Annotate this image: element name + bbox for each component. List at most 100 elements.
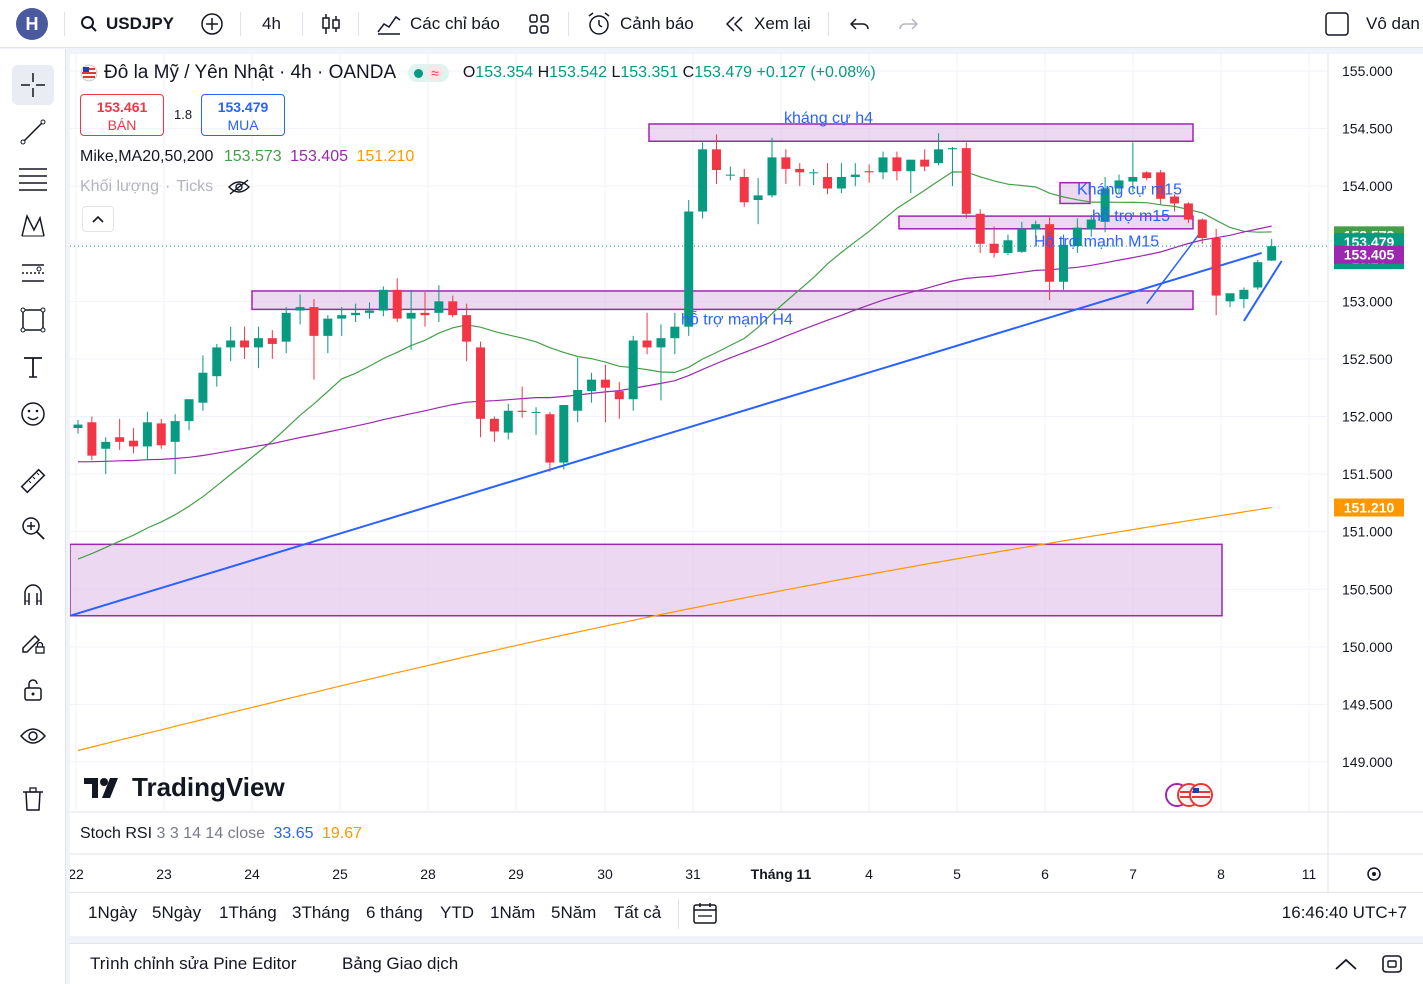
candle[interactable] (1017, 221, 1027, 253)
candle[interactable] (1225, 293, 1235, 308)
price-chart[interactable]: kháng cự h4 hỗ trợ mạnh H4 Kháng cự m15 hỗ … (70, 54, 1423, 936)
candle[interactable] (1211, 228, 1221, 316)
text-tool[interactable] (12, 347, 54, 387)
candle[interactable] (656, 324, 666, 401)
magnet-tool[interactable] (12, 575, 54, 615)
layouts-button[interactable] (528, 0, 550, 48)
undo-button[interactable] (848, 0, 872, 48)
candle[interactable] (267, 330, 277, 359)
candle[interactable] (850, 163, 860, 187)
hide-drawings-tool[interactable] (12, 716, 54, 756)
candle[interactable] (947, 147, 957, 187)
candle[interactable] (628, 335, 638, 411)
candle[interactable] (1086, 214, 1096, 237)
buy-button[interactable]: 153.479 MUA (201, 94, 285, 136)
candle[interactable] (517, 386, 527, 418)
trend-line[interactable] (70, 252, 1262, 617)
candle[interactable] (934, 133, 944, 166)
candle[interactable] (129, 428, 139, 454)
candle[interactable] (73, 419, 83, 434)
candle[interactable] (364, 302, 374, 319)
zoom-tool[interactable] (12, 508, 54, 548)
crosshair-tool[interactable] (12, 65, 54, 105)
candle[interactable] (448, 295, 458, 318)
candle[interactable] (753, 178, 763, 225)
fib-tool[interactable] (12, 159, 54, 199)
range-button[interactable]: 6 tháng (366, 903, 423, 922)
compare-button[interactable] (200, 0, 224, 48)
candle[interactable] (1114, 174, 1124, 194)
zone-rectangle[interactable] (648, 123, 1194, 143)
candle[interactable] (170, 414, 180, 475)
gear-icon[interactable] (1367, 867, 1381, 881)
candle[interactable] (767, 137, 777, 198)
eye-off-icon[interactable] (227, 178, 251, 196)
annotation-label[interactable]: hỗ trợ m15 (1092, 206, 1170, 225)
candle[interactable] (1100, 176, 1110, 233)
candle[interactable] (531, 407, 541, 435)
stoch-rsi-legend[interactable]: Stoch RSI 3 3 14 14 close 33.65 19.67 (80, 825, 362, 843)
candle[interactable] (142, 411, 152, 461)
candle[interactable] (378, 286, 388, 317)
candle[interactable] (975, 209, 985, 253)
range-button[interactable]: 1Ngày (88, 903, 138, 922)
candle[interactable] (1156, 170, 1166, 205)
symbol-search-button[interactable]: USDJPY (80, 0, 174, 48)
candle[interactable] (1072, 218, 1082, 253)
candle[interactable] (1197, 218, 1207, 244)
candle[interactable] (351, 303, 361, 323)
candle[interactable] (614, 381, 624, 419)
candle[interactable] (337, 307, 347, 336)
candle[interactable] (156, 418, 166, 449)
date-range-button[interactable] (692, 893, 718, 933)
candle[interactable] (545, 411, 555, 472)
volume-legend[interactable]: Khối lượng · Ticks (80, 178, 251, 196)
chart-type-button[interactable] (320, 0, 342, 48)
candle[interactable] (406, 289, 416, 350)
annotation-label[interactable]: Hỗ trợ mạnh M15 (1034, 231, 1159, 250)
candle[interactable] (392, 278, 402, 323)
candle[interactable] (961, 142, 971, 219)
candle[interactable] (809, 168, 819, 186)
candle[interactable] (489, 416, 499, 442)
tradingview-logo[interactable]: TradingView (84, 772, 285, 803)
candle[interactable] (864, 164, 874, 183)
candle[interactable] (1003, 234, 1013, 256)
candle[interactable] (1058, 234, 1068, 290)
range-button[interactable]: Tất cả (614, 903, 662, 922)
candle[interactable] (323, 315, 333, 354)
candle[interactable] (573, 357, 583, 423)
candle[interactable] (212, 343, 222, 387)
candle[interactable] (684, 199, 694, 336)
range-button[interactable]: YTD (440, 903, 474, 922)
trend-line[interactable] (1243, 260, 1283, 322)
candle[interactable] (642, 312, 652, 355)
candle[interactable] (795, 163, 805, 187)
candle[interactable] (434, 285, 444, 323)
candle[interactable] (698, 142, 708, 219)
layout-save-button[interactable]: Vô dan (1324, 0, 1420, 48)
remove-drawings-tool[interactable] (12, 779, 54, 819)
range-button[interactable]: 5Ngày (152, 903, 202, 922)
candle[interactable] (309, 299, 319, 380)
candle[interactable] (1045, 217, 1055, 301)
forecast-tool[interactable] (12, 253, 54, 293)
market-status-badge[interactable]: ≈ (408, 64, 449, 82)
candle[interactable] (281, 307, 291, 354)
candle[interactable] (920, 149, 930, 172)
candle[interactable] (823, 163, 833, 195)
annotation-label[interactable]: hỗ trợ mạnh H4 (681, 310, 793, 329)
interval-button[interactable]: 4h (262, 0, 281, 48)
candle[interactable] (1031, 220, 1041, 237)
annotation-label[interactable]: kháng cự h4 (784, 110, 873, 127)
candle[interactable] (503, 403, 513, 440)
candle[interactable] (1183, 202, 1193, 224)
redo-button[interactable] (896, 0, 920, 48)
expand-panel-button[interactable] (1334, 944, 1358, 984)
candle[interactable] (1253, 259, 1263, 290)
candle[interactable] (781, 149, 791, 184)
pattern-tool[interactable] (12, 206, 54, 246)
candle[interactable] (295, 294, 305, 325)
candle[interactable] (739, 168, 749, 207)
user-avatar[interactable]: H (16, 8, 48, 40)
